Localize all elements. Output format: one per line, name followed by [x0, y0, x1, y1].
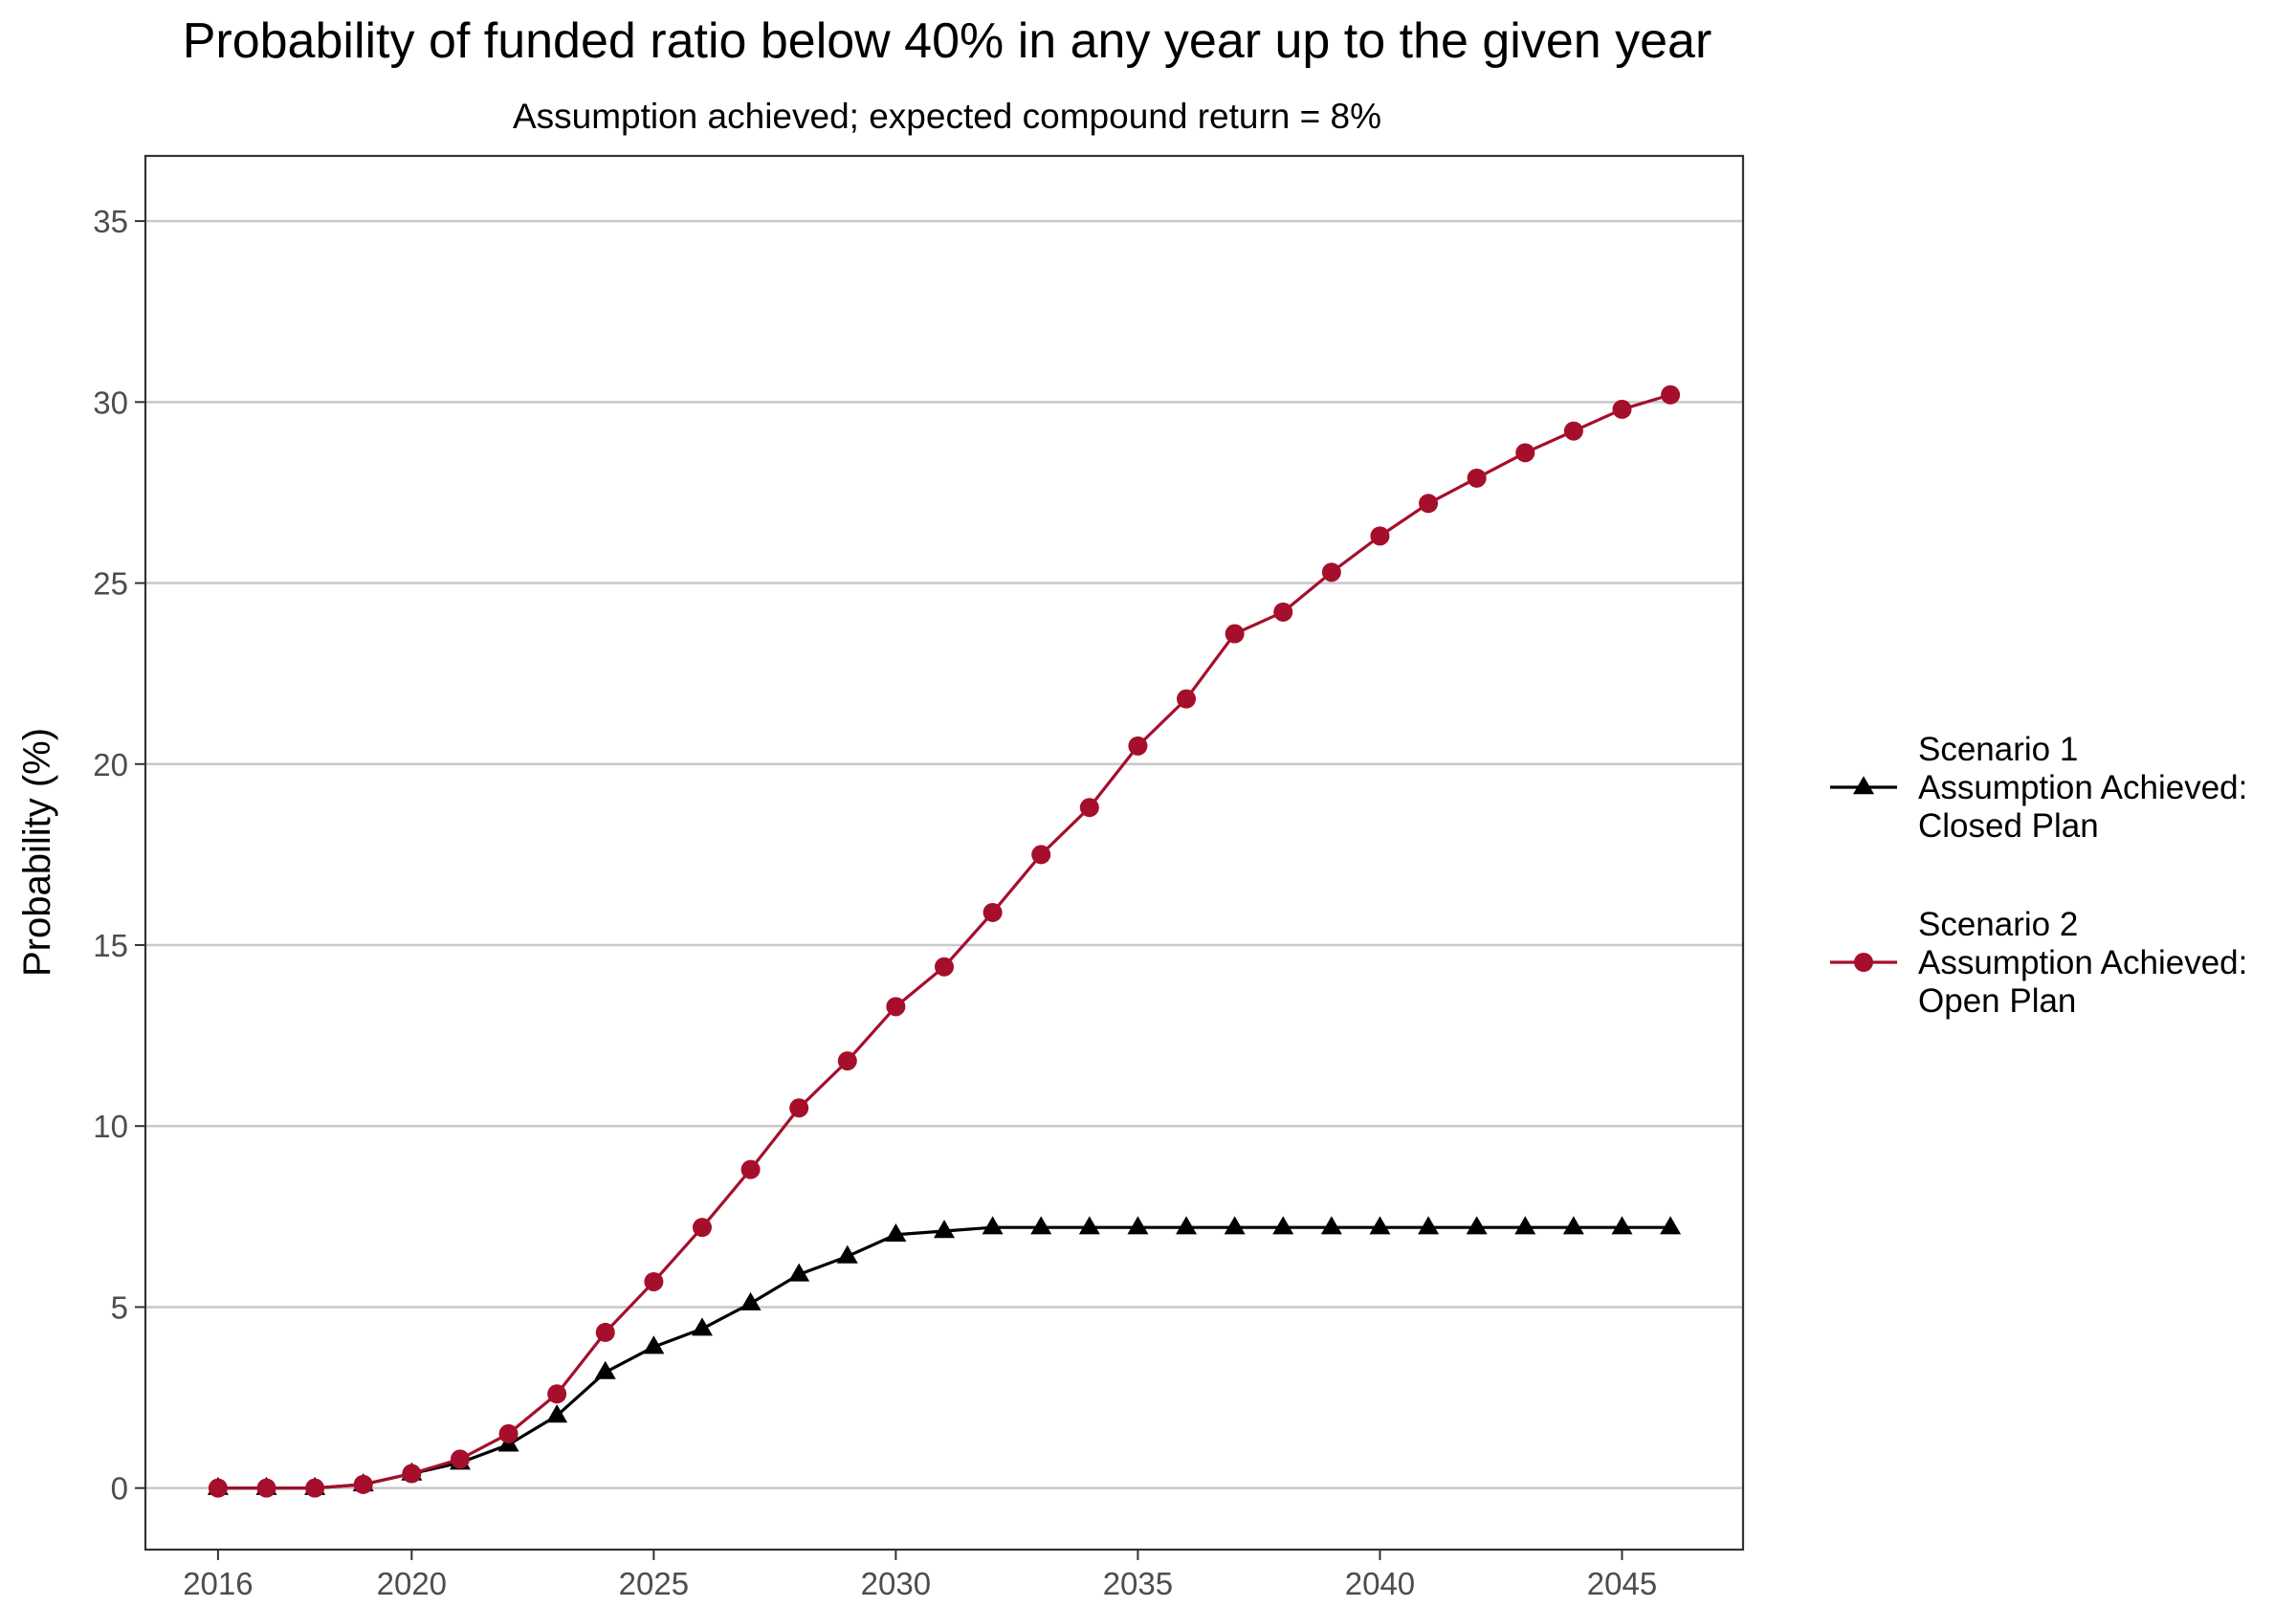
- data-point: [1514, 1216, 1536, 1235]
- y-tick-label: 20: [93, 747, 128, 782]
- x-tick-label: 2025: [619, 1566, 689, 1601]
- data-point: [1418, 1216, 1440, 1235]
- data-point: [1661, 385, 1681, 405]
- data-point: [643, 1335, 665, 1354]
- x-tick-label: 2040: [1345, 1566, 1415, 1601]
- legend-label-line: Scenario 1: [1918, 731, 2078, 768]
- legend-label-line: Closed Plan: [1918, 807, 2099, 845]
- series-layer: [207, 385, 1682, 1498]
- data-point: [789, 1098, 809, 1118]
- data-point: [546, 1404, 568, 1423]
- data-point: [1031, 845, 1051, 865]
- data-point: [1127, 1216, 1149, 1235]
- data-point: [1660, 1216, 1682, 1235]
- data-point: [1079, 798, 1099, 818]
- data-point: [692, 1218, 712, 1238]
- data-point: [691, 1317, 713, 1336]
- y-tick-label: 5: [111, 1289, 128, 1325]
- legend-label-line: Open Plan: [1918, 982, 2076, 1020]
- plot-panel-border: [144, 154, 1745, 1552]
- data-point: [1563, 421, 1583, 441]
- data-point: [1562, 1216, 1584, 1235]
- x-tick-label: 2030: [861, 1566, 931, 1601]
- x-tick-label: 2020: [377, 1566, 447, 1601]
- data-point: [740, 1159, 761, 1179]
- data-point: [1272, 1216, 1294, 1235]
- data-point: [256, 1478, 276, 1498]
- y-tick-label: 25: [93, 566, 128, 602]
- legend-label-line: Scenario 2: [1918, 906, 2078, 943]
- legend-label-line: Assumption Achieved:: [1918, 944, 2247, 981]
- legend-label-line: Assumption Achieved:: [1918, 769, 2247, 806]
- series-line: [217, 1225, 1671, 1490]
- x-tick-label: 2045: [1587, 1566, 1657, 1601]
- x-tick-label: 2016: [183, 1566, 253, 1601]
- data-point: [1515, 443, 1535, 463]
- data-point: [1224, 1216, 1246, 1235]
- series-line: [217, 393, 1671, 1490]
- legend-key-marker: [1853, 776, 1874, 795]
- data-point: [1176, 1216, 1198, 1235]
- x-tick-label: 2035: [1103, 1566, 1173, 1601]
- data-point: [1369, 1216, 1391, 1235]
- data-point: [644, 1271, 664, 1291]
- data-point: [886, 997, 906, 1017]
- data-point: [982, 1216, 1004, 1235]
- data-point: [208, 1478, 228, 1498]
- y-tick-label: 15: [93, 928, 128, 963]
- data-point: [740, 1291, 762, 1310]
- data-point: [1370, 526, 1390, 546]
- data-point: [402, 1464, 422, 1484]
- series-1: [207, 1216, 1682, 1495]
- data-point: [836, 1244, 858, 1264]
- data-point: [1419, 494, 1439, 514]
- data-point: [934, 1220, 955, 1239]
- y-tick-label: 35: [93, 204, 128, 239]
- data-point: [1612, 399, 1632, 419]
- data-point: [1467, 468, 1487, 488]
- data-point: [547, 1384, 567, 1404]
- data-point: [1030, 1216, 1052, 1235]
- data-point: [1466, 1216, 1488, 1235]
- data-point: [885, 1222, 907, 1242]
- data-point: [595, 1322, 615, 1342]
- data-point: [935, 957, 954, 977]
- data-point: [1320, 1216, 1342, 1235]
- data-point: [1078, 1216, 1100, 1235]
- data-point: [498, 1423, 519, 1443]
- data-point: [594, 1360, 616, 1379]
- chart-subtitle: Assumption achieved; expected compound r…: [513, 97, 1381, 136]
- data-point: [450, 1449, 470, 1469]
- y-axis-title: Probability (%): [16, 728, 58, 977]
- data-point: [305, 1478, 325, 1498]
- y-tick-label: 10: [93, 1109, 128, 1144]
- legend-key-marker: [1854, 953, 1873, 972]
- data-point: [1611, 1216, 1633, 1235]
- gridlines: [145, 219, 1743, 1489]
- data-point: [1225, 624, 1245, 644]
- y-tick-label: 30: [93, 385, 128, 420]
- data-point: [1177, 689, 1197, 709]
- data-point: [982, 902, 1003, 922]
- data-point: [1128, 736, 1148, 756]
- chart-title: Probability of funded ratio below 40% in…: [183, 13, 1712, 69]
- data-point: [1321, 562, 1341, 583]
- data-point: [788, 1263, 810, 1282]
- series-2: [208, 385, 1681, 1498]
- data-point: [353, 1474, 373, 1494]
- data-point: [837, 1051, 857, 1071]
- data-point: [1273, 602, 1293, 622]
- y-tick-label: 0: [111, 1471, 128, 1507]
